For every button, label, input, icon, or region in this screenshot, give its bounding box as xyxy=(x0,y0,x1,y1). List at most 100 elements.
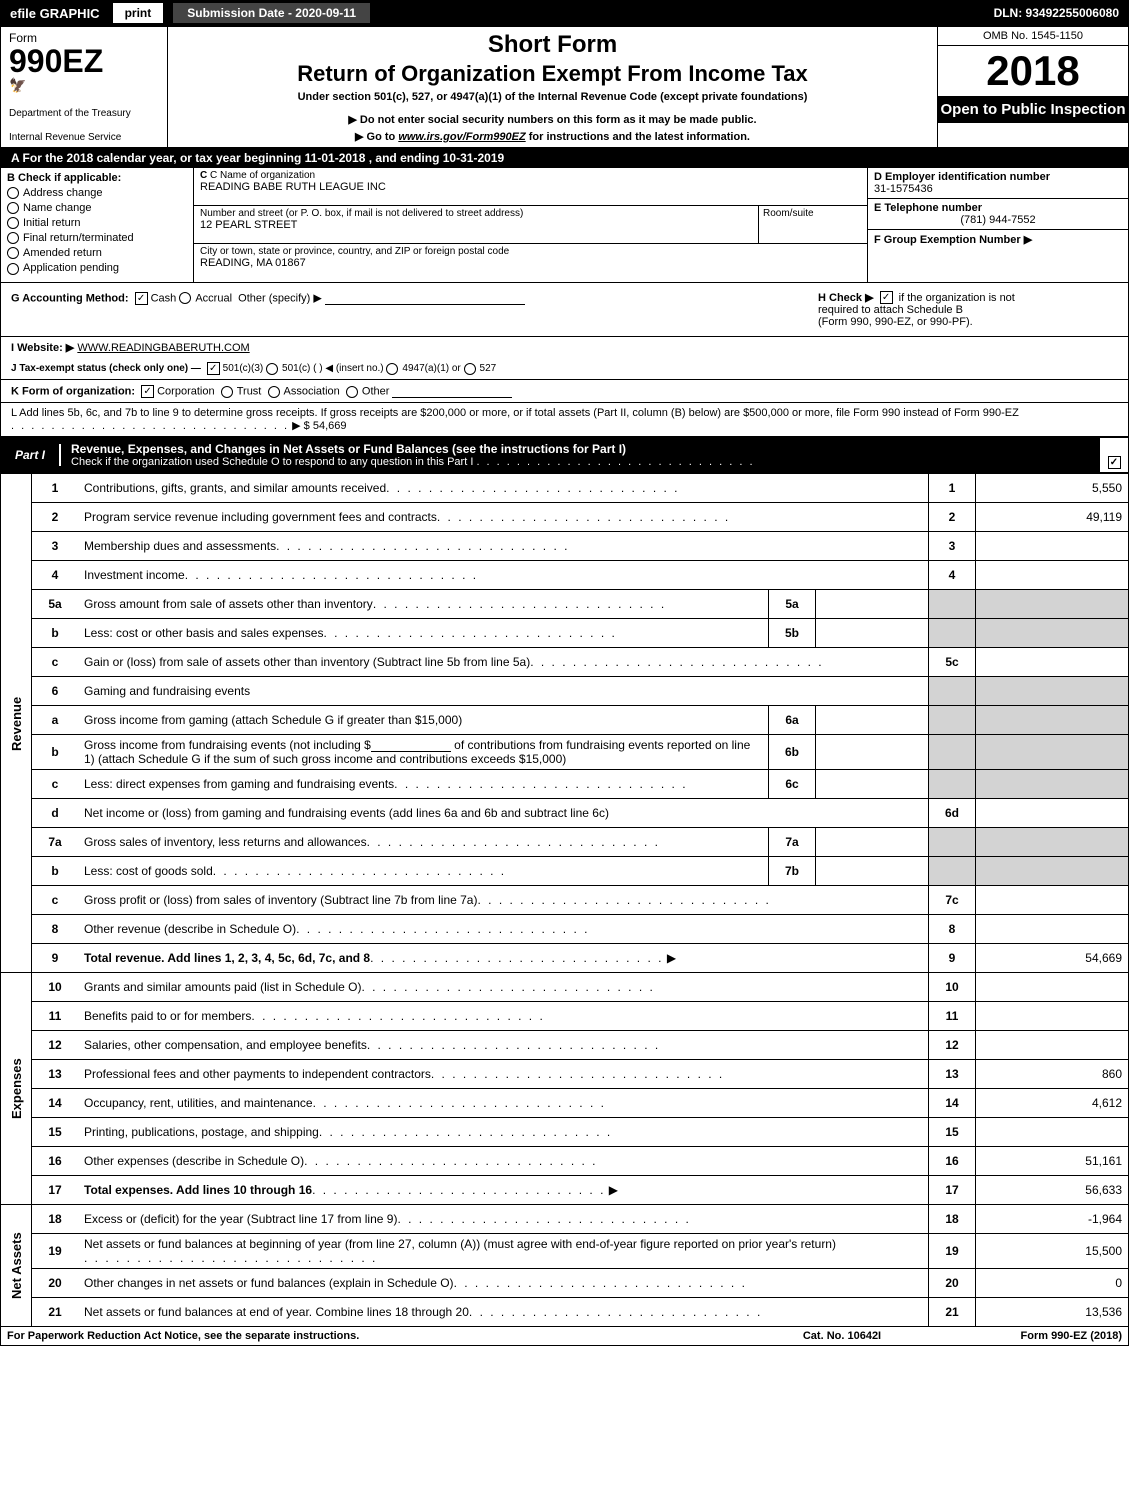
table-row: Revenue 1 Contributions, gifts, grants, … xyxy=(1,474,1129,503)
ein-label: D Employer identification number xyxy=(874,171,1122,183)
chk-name-change[interactable]: Name change xyxy=(7,202,187,214)
table-row: 14 Occupancy, rent, utilities, and maint… xyxy=(1,1089,1129,1118)
table-row: b Less: cost of goods sold 7b xyxy=(1,857,1129,886)
net-assets-sidebar: Net Assets xyxy=(1,1205,32,1327)
part1-subtitle: Check if the organization used Schedule … xyxy=(71,456,1089,468)
part1-schedule-o-checkbox[interactable] xyxy=(1099,438,1128,472)
expenses-sidebar: Expenses xyxy=(1,973,32,1205)
group-exemption-label: F Group Exemption Number ▶ xyxy=(874,234,1032,246)
radio-icon xyxy=(7,187,19,199)
goto-link[interactable]: www.irs.gov/Form990EZ xyxy=(398,131,525,143)
table-row: 21 Net assets or fund balances at end of… xyxy=(1,1298,1129,1327)
under-section: Under section 501(c), 527, or 4947(a)(1)… xyxy=(174,91,931,103)
header-center: Short Form Return of Organization Exempt… xyxy=(168,27,938,147)
return-title: Return of Organization Exempt From Incom… xyxy=(174,61,931,87)
boxes-def: D Employer identification number 31-1575… xyxy=(867,168,1128,282)
form-header: Form 990EZ 🦅 Department of the Treasury … xyxy=(0,26,1129,148)
gh-row: G Accounting Method: Cash Accrual Other … xyxy=(1,283,1128,337)
line13-amount: 860 xyxy=(976,1060,1129,1089)
chk-amended-return[interactable]: Amended return xyxy=(7,247,187,259)
table-row: 13 Professional fees and other payments … xyxy=(1,1060,1129,1089)
table-row: c Gross profit or (loss) from sales of i… xyxy=(1,886,1129,915)
h-text2: required to attach Schedule B xyxy=(818,304,963,316)
line17-amount: 56,633 xyxy=(976,1176,1129,1205)
form-of-org-label: K Form of organization: xyxy=(11,386,135,398)
chk-final-return[interactable]: Final return/terminated xyxy=(7,232,187,244)
j-501c3-checkbox[interactable] xyxy=(207,362,220,375)
city-row: City or town, state or province, country… xyxy=(194,244,867,281)
radio-icon xyxy=(7,263,19,275)
table-row: b Less: cost or other basis and sales ex… xyxy=(1,619,1129,648)
chk-application-pending[interactable]: Application pending xyxy=(7,262,187,274)
table-row: 3 Membership dues and assessments 3 xyxy=(1,532,1129,561)
website-value[interactable]: WWW.READINGBABERUTH.COM xyxy=(77,342,249,354)
j-527-radio[interactable] xyxy=(464,363,476,375)
k-corp-checkbox[interactable] xyxy=(141,385,154,398)
goto-suffix: for instructions and the latest informat… xyxy=(526,131,750,143)
line20-amount: 0 xyxy=(976,1269,1129,1298)
k-assoc-radio[interactable] xyxy=(268,386,280,398)
goto-note: ▶ Go to www.irs.gov/Form990EZ for instru… xyxy=(174,130,931,143)
line19-amount: 15,500 xyxy=(976,1234,1129,1269)
line2-amount: 49,119 xyxy=(976,503,1129,532)
period-end: 10-31-2019 xyxy=(443,151,504,165)
k-other-radio[interactable] xyxy=(346,386,358,398)
period-row: A For the 2018 calendar year, or tax yea… xyxy=(0,148,1129,168)
box-g: G Accounting Method: Cash Accrual Other … xyxy=(1,283,808,337)
k-other-field[interactable] xyxy=(392,384,512,398)
line9-amount: 54,669 xyxy=(976,944,1129,973)
line-l-text: L Add lines 5b, 6c, and 7b to line 9 to … xyxy=(11,407,1019,419)
city-value: READING, MA 01867 xyxy=(200,257,861,269)
box-f: F Group Exemption Number ▶ xyxy=(868,230,1128,282)
box-h: H Check ▶ if the organization is not req… xyxy=(808,283,1128,337)
ein-value: 31-1575436 xyxy=(874,183,1122,195)
period-middle: , and ending xyxy=(369,151,443,165)
accounting-method-label: G Accounting Method: xyxy=(11,292,129,304)
form-footer-label: Form 990-EZ (2018) xyxy=(942,1330,1122,1342)
street-row: Number and street (or P. O. box, if mail… xyxy=(194,206,867,244)
short-form-title: Short Form xyxy=(174,31,931,59)
org-name-value: READING BABE RUTH LEAGUE INC xyxy=(200,181,861,193)
org-name-label: C Name of organization xyxy=(210,170,315,181)
radio-icon xyxy=(7,232,19,244)
part1-tab: Part I xyxy=(1,444,61,466)
omb-number: OMB No. 1545-1150 xyxy=(938,27,1128,46)
line14-amount: 4,612 xyxy=(976,1089,1129,1118)
k-trust-radio[interactable] xyxy=(221,386,233,398)
table-row: 20 Other changes in net assets or fund b… xyxy=(1,1269,1129,1298)
line-l-value: 54,669 xyxy=(313,420,347,432)
chk-initial-return[interactable]: Initial return xyxy=(7,217,187,229)
org-name-row: C C Name of organization READING BABE RU… xyxy=(194,168,867,206)
line21-amount: 13,536 xyxy=(976,1298,1129,1327)
efile-label: efile GRAPHIC xyxy=(0,6,110,21)
radio-icon xyxy=(7,247,19,259)
table-row: 12 Salaries, other compensation, and emp… xyxy=(1,1031,1129,1060)
do-not-enter-note: ▶ Do not enter social security numbers o… xyxy=(174,113,931,126)
j-501c-radio[interactable] xyxy=(266,363,278,375)
cash-checkbox[interactable] xyxy=(135,292,148,305)
department-label: Department of the Treasury xyxy=(9,108,159,119)
table-row: c Gain or (loss) from sale of assets oth… xyxy=(1,648,1129,677)
dots-icon xyxy=(476,456,754,468)
table-row: Net Assets 18 Excess or (deficit) for th… xyxy=(1,1205,1129,1234)
table-row: 2 Program service revenue including gove… xyxy=(1,503,1129,532)
h-text1: if the organization is not xyxy=(899,292,1015,304)
box-c: C C Name of organization READING BABE RU… xyxy=(194,168,867,282)
other-label: Other (specify) ▶ xyxy=(238,292,322,304)
line16-amount: 51,161 xyxy=(976,1147,1129,1176)
accrual-radio[interactable] xyxy=(179,292,191,304)
h-label: H Check ▶ xyxy=(818,292,874,304)
line1-amount: 5,550 xyxy=(976,474,1129,503)
box-i: I Website: ▶ WWW.READINGBABERUTH.COM xyxy=(1,336,1128,358)
chk-address-change[interactable]: Address change xyxy=(7,187,187,199)
print-button[interactable]: print xyxy=(112,2,165,24)
j-4947-radio[interactable] xyxy=(386,363,398,375)
table-row: 8 Other revenue (describe in Schedule O)… xyxy=(1,915,1129,944)
box-k: K Form of organization: Corporation Trus… xyxy=(1,379,1128,402)
box-j: J Tax-exempt status (check only one) — 5… xyxy=(1,358,1128,379)
part1-table: Revenue 1 Contributions, gifts, grants, … xyxy=(0,473,1129,1327)
other-specify-field[interactable] xyxy=(325,291,525,305)
table-row: d Net income or (loss) from gaming and f… xyxy=(1,799,1129,828)
h-checkbox[interactable] xyxy=(880,291,893,304)
ghij-block: G Accounting Method: Cash Accrual Other … xyxy=(0,283,1129,438)
